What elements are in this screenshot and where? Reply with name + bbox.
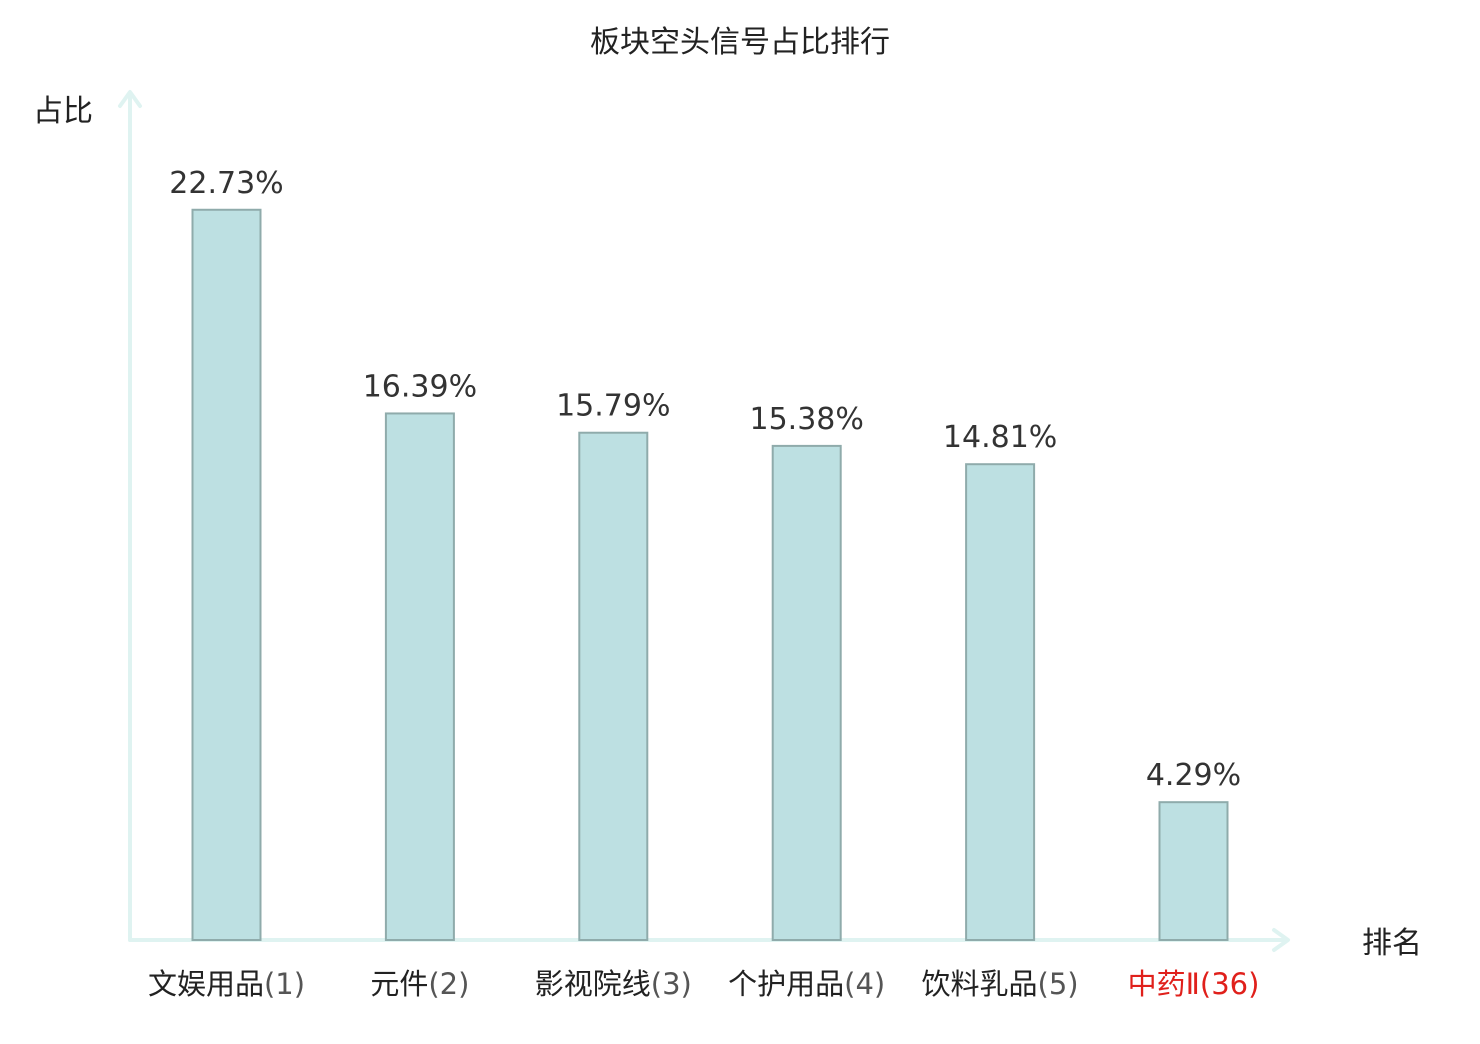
value-label: 15.38% <box>750 402 864 437</box>
value-label: 15.79% <box>556 389 670 424</box>
y-axis-label: 占比 <box>33 94 93 129</box>
bar <box>191 208 262 941</box>
value-label: 14.81% <box>943 420 1057 455</box>
x-tick-label: 文娱用品(1) <box>148 967 305 1001</box>
bars-group <box>191 208 1229 942</box>
category-rank: (2) <box>428 967 469 1001</box>
x-tick-label: 中药Ⅱ(36) <box>1128 967 1260 1001</box>
category-name: 元件 <box>370 967 428 1001</box>
x-tick-label: 元件(2) <box>370 967 469 1001</box>
x-tick-label: 饮料乳品(5) <box>922 967 1079 1001</box>
category-rank: (4) <box>844 967 885 1001</box>
x-tick-label: 个护用品(4) <box>728 967 885 1001</box>
category-name: 饮料乳品 <box>922 967 1038 1001</box>
bar <box>1158 801 1229 942</box>
bar <box>965 463 1036 941</box>
y-axis-arrow <box>118 90 142 108</box>
bar <box>384 412 455 941</box>
category-rank: (3) <box>651 967 692 1001</box>
axes <box>118 90 1290 952</box>
x-axis-arrow <box>1272 928 1290 952</box>
category-name: 中药Ⅱ <box>1128 967 1200 1001</box>
category-name: 影视院线 <box>535 967 651 1001</box>
bar <box>578 431 649 941</box>
category-rank: (5) <box>1038 967 1079 1001</box>
category-name: 个护用品 <box>728 967 844 1001</box>
value-label: 4.29% <box>1146 758 1241 793</box>
x-tick-label: 影视院线(3) <box>535 967 692 1001</box>
value-label: 16.39% <box>363 369 477 404</box>
category-rank: (36) <box>1200 967 1260 1001</box>
category-name: 文娱用品 <box>148 967 264 1001</box>
category-labels-group: 文娱用品(1) 元件(2) 影视院线(3) 个护用品(4) 饮料乳品(5) 中药Ⅱ(36) <box>148 967 1259 1001</box>
value-label: 22.73% <box>169 166 283 201</box>
category-rank: (1) <box>264 967 305 1001</box>
x-axis-label: 排名 <box>1362 926 1422 961</box>
value-labels-group: 22.73% 16.39% 15.79% 15.38% 14.81% 4.29% <box>169 166 1241 793</box>
bar <box>771 444 842 941</box>
chart-title: 板块空头信号占比排行 <box>590 25 890 60</box>
